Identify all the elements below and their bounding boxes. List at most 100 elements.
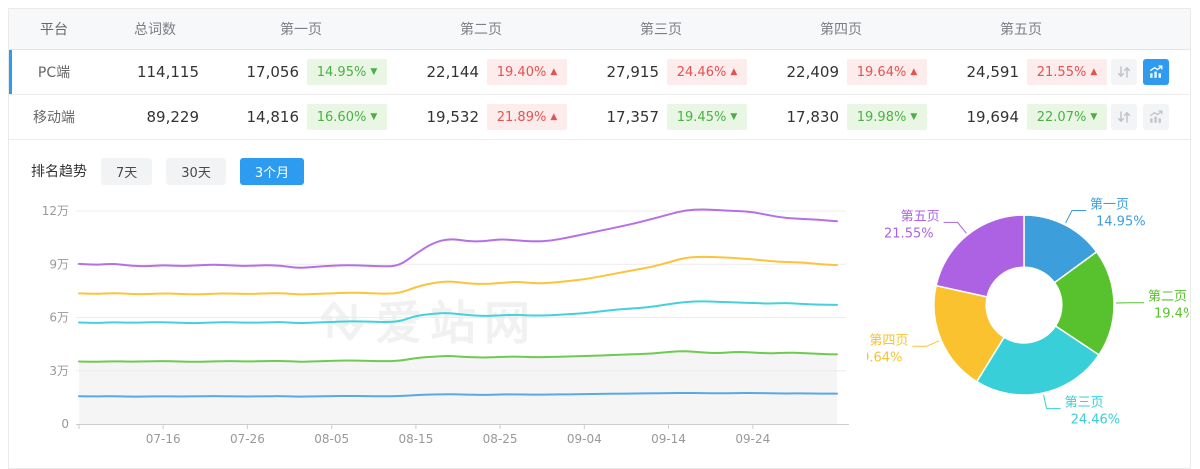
- page2-change-badge: 19.40% ▲: [487, 59, 567, 85]
- change-arrow-icon: ▲: [910, 66, 918, 77]
- donut-label-leader: [1065, 210, 1086, 224]
- y-axis-label: 12万: [42, 204, 69, 218]
- x-axis-label: 08-05: [314, 432, 349, 446]
- donut-slice-第四页: [933, 284, 1006, 383]
- change-arrow-icon: ▼: [910, 111, 918, 122]
- page4-count: 17,830: [786, 108, 840, 126]
- header-total-words: 总词数: [134, 22, 176, 38]
- sort-arrows-button[interactable]: [1111, 104, 1137, 130]
- donut-label-第三页: 第三页 24.46%: [1065, 396, 1121, 428]
- table-row-pc[interactable]: PC端 114,115 17,056 14.95% ▼ 22,144 19.40%…: [9, 50, 1190, 95]
- platform-cell: PC端: [37, 65, 71, 81]
- change-percent: 21.89%: [496, 109, 547, 125]
- page3-cell: 17,357 19.45% ▼: [571, 104, 751, 130]
- change-arrow-icon: ▲: [550, 111, 558, 122]
- page4-count: 22,409: [786, 63, 840, 81]
- header-page1: 第一页: [280, 22, 322, 38]
- page3-change-badge: 19.45% ▼: [667, 104, 747, 130]
- total-words-cell: 89,229: [146, 108, 200, 126]
- change-percent: 24.46%: [676, 64, 727, 80]
- y-axis-label: 9万: [49, 257, 69, 271]
- up-down-arrows-icon: [1117, 111, 1131, 123]
- donut-label-第五页: 第五页 21.55%: [884, 209, 940, 241]
- table-header-row: 平台 总词数 第一页 第二页 第三页 第四页 第五页: [9, 9, 1190, 50]
- x-axis-label: 08-15: [398, 432, 433, 446]
- table-row-mobile[interactable]: 移动端 89,229 14,816 16.60% ▼ 19,532 21.89% ▲…: [9, 95, 1190, 140]
- page5-change-badge: 22.07% ▼: [1027, 104, 1107, 130]
- header-page3: 第三页: [640, 22, 682, 38]
- header-platform: 平台: [40, 22, 68, 38]
- range-buttons: 7天 30天 3个月: [101, 157, 305, 185]
- change-arrow-icon: ▼: [370, 111, 378, 122]
- x-axis-label: 08-25: [483, 432, 518, 446]
- page5-cell: 19,694 22.07% ▼: [931, 104, 1111, 130]
- sort-arrows-button[interactable]: [1111, 59, 1137, 85]
- trend-section-title: 排名趋势: [31, 164, 87, 180]
- page2-cell: 19,532 21.89% ▲: [391, 104, 571, 130]
- row-actions: [1111, 59, 1191, 85]
- x-axis-label: 07-26: [230, 432, 265, 446]
- page3-count: 17,357: [606, 108, 660, 126]
- page2-count: 19,532: [426, 108, 480, 126]
- page3-count: 27,915: [606, 63, 660, 81]
- page1-count: 17,056: [246, 63, 300, 81]
- trend-chart-icon: [1149, 65, 1163, 78]
- page1-change-badge: 16.60% ▼: [307, 104, 387, 130]
- page3-change-badge: 24.46% ▲: [667, 59, 747, 85]
- x-axis-label: 09-14: [651, 432, 686, 446]
- platform-cell: 移动端: [33, 110, 75, 126]
- change-percent: 19.40%: [496, 64, 547, 80]
- trend-section-header: 排名趋势 7天 30天 3个月: [31, 157, 305, 185]
- change-arrow-icon: ▲: [1090, 66, 1098, 77]
- donut-slice-第三页: [975, 324, 1100, 396]
- series-line-总词数: [78, 208, 838, 269]
- change-percent: 19.45%: [676, 109, 727, 125]
- page3-cell: 27,915 24.46% ▲: [571, 59, 751, 85]
- change-arrow-icon: ▼: [1090, 111, 1098, 122]
- keyword-rank-panel: 平台 总词数 第一页 第二页 第三页 第四页 第五页 PC端 114,115 1…: [8, 8, 1191, 469]
- rank-trend-line-chart: 0 3万 6万 9万 12万 07-16 07-26 08-05 08-15 08-25 09-04…: [42, 204, 849, 446]
- page2-change-badge: 21.89% ▲: [487, 104, 567, 130]
- watermark-text: 爱站网: [376, 296, 538, 350]
- page1-cell: 17,056 14.95% ▼: [211, 59, 391, 85]
- page4-cell: 22,409 19.64% ▲: [751, 59, 931, 85]
- change-arrow-icon: ▲: [550, 66, 558, 77]
- range-7d-button[interactable]: 7天: [101, 157, 153, 185]
- y-axis-label: 0: [61, 417, 69, 431]
- page2-count: 22,144: [426, 63, 480, 81]
- series-line-第三页(累计): [78, 300, 838, 325]
- donut-slice-第五页: [935, 214, 1025, 298]
- x-axis-label: 09-04: [567, 432, 602, 446]
- range-30d-button[interactable]: 30天: [166, 157, 226, 185]
- row-actions: [1111, 104, 1191, 130]
- donut-label-第一页: 第一页 14.95%: [1090, 198, 1146, 230]
- change-arrow-icon: ▲: [730, 66, 738, 77]
- page4-cell: 17,830 19.98% ▼: [751, 104, 931, 130]
- trend-chart-button[interactable]: [1143, 104, 1169, 130]
- trend-chart-button[interactable]: [1143, 59, 1169, 85]
- change-percent: 19.64%: [856, 64, 907, 80]
- change-percent: 16.60%: [316, 109, 367, 125]
- donut-label-leader: [943, 221, 967, 234]
- page1-count: 14,816: [246, 108, 300, 126]
- page4-change-badge: 19.98% ▼: [847, 104, 927, 130]
- page5-count: 24,591: [966, 63, 1020, 81]
- page5-count: 19,694: [966, 108, 1020, 126]
- series-line-第二页(累计): [78, 350, 838, 363]
- trend-chart-icon: [1149, 110, 1163, 123]
- watermark: 爱站网: [314, 287, 538, 353]
- page1-cell: 14,816 16.60% ▼: [211, 104, 391, 130]
- total-words-cell: 114,115: [136, 63, 199, 81]
- page2-cell: 22,144 19.40% ▲: [391, 59, 571, 85]
- up-down-arrows-icon: [1117, 66, 1131, 78]
- range-3m-button[interactable]: 3个月: [239, 157, 305, 185]
- change-percent: 22.07%: [1036, 109, 1087, 125]
- change-arrow-icon: ▼: [730, 111, 738, 122]
- rank-table: 平台 总词数 第一页 第二页 第三页 第四页 第五页 PC端 114,115 1…: [9, 9, 1190, 140]
- donut-label-leader: [1043, 394, 1061, 410]
- y-axis-label: 3万: [49, 364, 69, 378]
- y-axis-label: 6万: [49, 311, 69, 325]
- page5-cell: 24,591 21.55% ▲: [931, 59, 1111, 85]
